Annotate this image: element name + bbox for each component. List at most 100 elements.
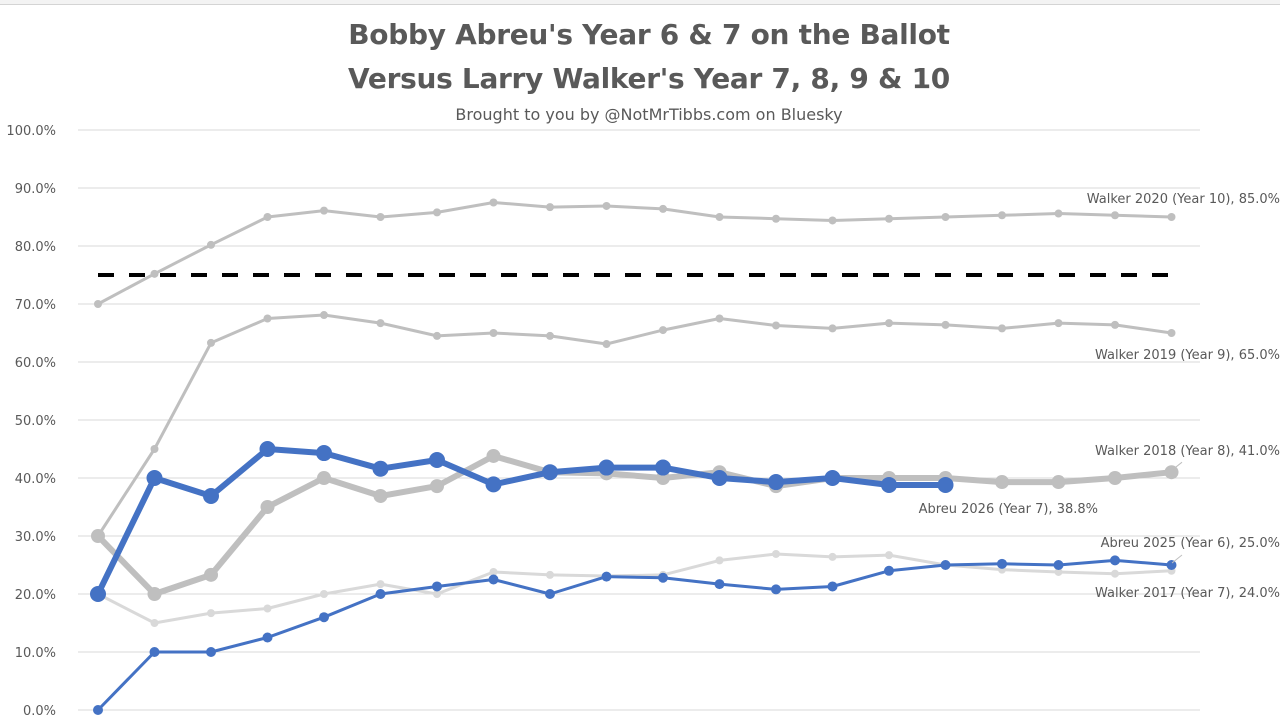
data-point-marker	[828, 324, 837, 333]
y-tick-label: 80.0%	[15, 240, 56, 255]
data-point-marker	[602, 201, 611, 210]
data-point-marker	[320, 311, 328, 320]
series-walker-2017-year-7	[94, 549, 1176, 627]
data-point-marker	[884, 565, 894, 576]
chart-title-line2: Versus Larry Walker's Year 7, 8, 9 & 10	[348, 62, 950, 95]
data-point-marker	[827, 581, 838, 592]
data-point-marker	[263, 314, 272, 323]
y-tick-label: 30.0%	[15, 530, 56, 545]
data-point-marker	[715, 314, 724, 323]
data-point-marker	[320, 590, 328, 598]
data-point-marker	[376, 580, 385, 589]
data-point-marker	[263, 213, 272, 221]
data-point-marker	[546, 331, 554, 340]
data-point-marker	[828, 552, 837, 561]
data-point-marker	[429, 452, 445, 469]
data-point-marker	[714, 579, 725, 590]
series-end-label: Abreu 2026 (Year 7), 38.8%	[919, 502, 1098, 517]
series-end-label: Walker 2020 (Year 10), 85.0%	[1087, 192, 1280, 207]
data-point-marker	[373, 488, 388, 503]
data-point-marker	[941, 320, 950, 329]
data-point-marker	[1054, 209, 1063, 218]
series-lines	[90, 198, 1179, 715]
series-end-label: Walker 2018 (Year 8), 41.0%	[1095, 444, 1280, 459]
data-point-marker	[206, 647, 216, 657]
data-point-marker	[1054, 567, 1063, 576]
data-point-marker	[146, 470, 163, 486]
data-point-marker	[771, 584, 781, 595]
data-point-marker	[546, 203, 554, 212]
data-point-marker	[150, 619, 159, 627]
data-point-marker	[1167, 329, 1176, 337]
data-point-marker	[262, 632, 273, 643]
y-tick-label: 40.0%	[15, 472, 56, 487]
data-point-marker	[602, 340, 611, 349]
data-point-marker	[259, 441, 276, 457]
data-point-marker	[489, 329, 498, 337]
data-point-marker	[207, 609, 215, 618]
data-point-marker	[90, 586, 106, 602]
series-end-label: Abreu 2025 (Year 6), 25.0%	[1101, 536, 1280, 551]
data-point-marker	[203, 487, 219, 504]
chart-title: Bobby Abreu's Year 6 & 7 on the Ballot	[348, 18, 950, 51]
data-point-marker	[489, 198, 498, 207]
y-axis-labels: 0.0% 10.0% 20.0% 30.0% 40.0% 50.0% 60.0% 70.0% 8…	[6, 124, 56, 719]
spreadsheet-column-strip	[0, 0, 1280, 5]
data-point-marker	[601, 571, 612, 582]
y-tick-label: 100.0%	[6, 124, 56, 139]
data-point-marker	[372, 460, 389, 477]
data-point-marker	[204, 567, 218, 582]
series-walker-2020-year-10	[94, 198, 1176, 308]
data-point-marker	[376, 319, 385, 328]
data-point-marker	[489, 567, 498, 576]
data-point-marker	[772, 321, 780, 330]
series-end-label: Walker 2019 (Year 9), 65.0%	[1095, 348, 1280, 363]
data-point-marker	[711, 470, 728, 486]
data-point-marker	[995, 475, 1009, 490]
data-point-marker	[317, 471, 331, 485]
data-point-marker	[1166, 560, 1177, 570]
series-abreu-2025-year-6	[93, 555, 1177, 715]
y-tick-label: 90.0%	[15, 182, 56, 197]
data-point-marker	[319, 612, 329, 623]
data-point-marker	[1111, 320, 1119, 329]
data-point-marker	[430, 479, 444, 494]
data-point-marker	[150, 269, 159, 278]
y-tick-label: 20.0%	[15, 588, 56, 603]
series-end-labels: Walker 2020 (Year 10), 85.0% Walker 2019 …	[919, 192, 1280, 601]
data-point-marker	[715, 556, 724, 565]
data-point-marker	[93, 705, 103, 715]
data-point-marker	[375, 589, 386, 599]
data-point-marker	[881, 476, 897, 493]
data-point-marker	[940, 560, 951, 570]
data-point-marker	[772, 549, 780, 558]
leader-line	[1171, 554, 1183, 564]
data-point-marker	[1108, 471, 1122, 485]
y-tick-label: 70.0%	[15, 298, 56, 313]
data-point-marker	[1110, 555, 1120, 566]
data-point-marker	[885, 214, 893, 223]
data-point-marker	[598, 459, 615, 476]
chart-subtitle: Brought to you by @NotMrTibbs.com on Blu…	[455, 105, 843, 124]
data-point-marker	[941, 213, 950, 221]
data-point-marker	[485, 476, 502, 493]
data-point-marker	[432, 581, 442, 592]
data-point-marker	[998, 324, 1006, 333]
data-point-marker	[715, 213, 724, 221]
y-tick-label: 10.0%	[15, 646, 56, 661]
data-point-marker	[1111, 211, 1119, 220]
data-point-marker	[486, 448, 501, 463]
y-tick-label: 50.0%	[15, 414, 56, 429]
gridlines	[78, 129, 1200, 711]
data-point-marker	[1167, 213, 1176, 221]
data-point-marker	[1054, 319, 1063, 328]
data-point-marker	[1164, 465, 1179, 480]
data-point-marker	[263, 604, 272, 613]
y-tick-label: 0.0%	[23, 704, 56, 719]
data-point-marker	[828, 216, 837, 225]
series-walker-2019-year-9	[94, 311, 1176, 540]
data-point-marker	[320, 206, 328, 215]
data-point-marker	[207, 338, 215, 347]
data-point-marker	[94, 300, 102, 308]
